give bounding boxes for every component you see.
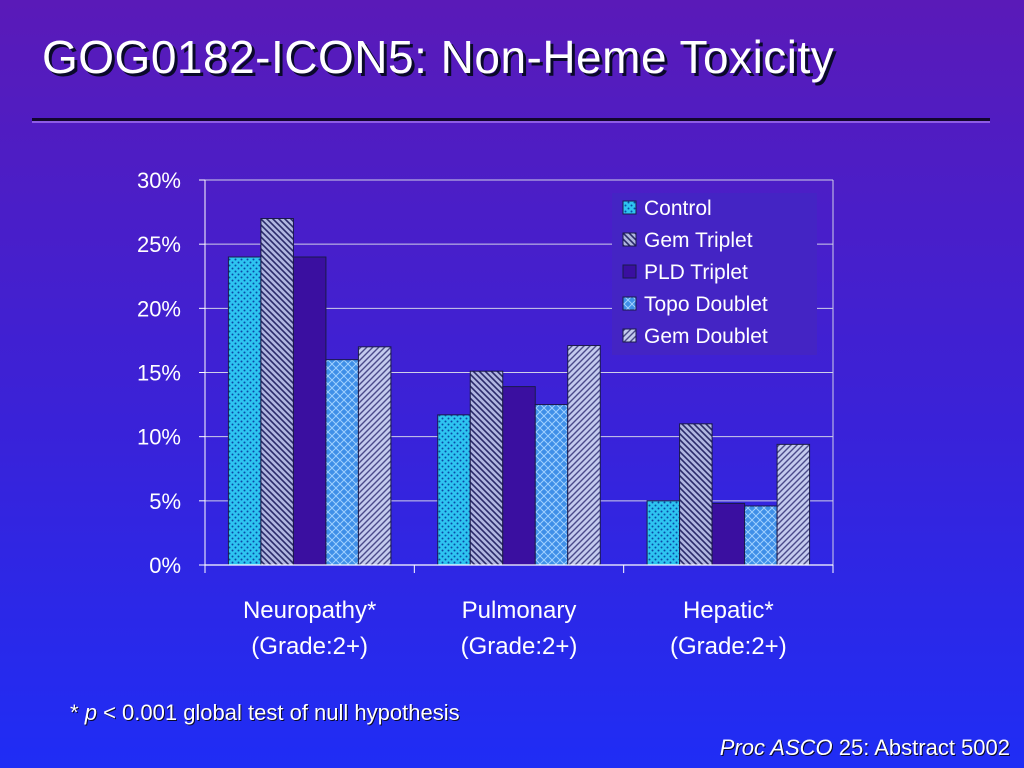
legend-label: Gem Triplet: [644, 229, 753, 252]
y-tick-label: 10%: [137, 425, 181, 450]
footnote-star: *: [70, 700, 79, 725]
legend-swatch: [622, 264, 637, 279]
y-axis: 0% 5% 10% 15% 20% 25% 30%: [137, 168, 206, 578]
bar-gem-triplet: [679, 423, 713, 566]
source-journal: Proc ASCO: [719, 735, 833, 760]
bar-gem-triplet: [469, 370, 504, 566]
bar-gem-doublet: [567, 345, 601, 566]
y-tick-label: 30%: [137, 168, 181, 193]
x-category-label: (Grade:2+): [461, 633, 578, 660]
legend-swatch: [622, 200, 637, 215]
bar-gem-triplet: [260, 218, 294, 566]
source-citation: Proc ASCO 25: Abstract 5002: [720, 735, 1010, 761]
x-category-label: Hepatic*: [683, 597, 774, 624]
bar-pld-triplet: [502, 386, 536, 566]
x-category-label: Neuropathy*: [243, 597, 376, 624]
bar-topo-doublet: [325, 359, 359, 566]
legend-swatch: [622, 296, 637, 311]
footnote: * p < 0.001 global test of null hypothes…: [70, 700, 460, 726]
y-tick-label: 20%: [137, 296, 181, 321]
bar-gem-doublet: [357, 346, 392, 566]
y-tick-label: 15%: [137, 361, 181, 386]
x-category-label: Pulmonary: [462, 597, 577, 624]
footnote-p: p: [84, 700, 97, 725]
bar-topo-doublet: [744, 505, 778, 566]
legend: Control Gem Triplet PLD Triplet Topo Double…: [612, 193, 817, 355]
title-rule: [32, 118, 990, 121]
bar-topo-doublet: [534, 404, 569, 566]
x-category-label: (Grade:2+): [670, 633, 787, 660]
legend-swatch: [622, 328, 637, 343]
source-rest: 25: Abstract 5002: [838, 735, 1010, 760]
x-category-label: (Grade:2+): [251, 633, 368, 660]
y-tick-label: 25%: [137, 232, 181, 257]
legend-swatch: [622, 232, 637, 247]
legend-label: Gem Doublet: [644, 325, 768, 348]
bar-control: [437, 414, 471, 566]
bar-gem-doublet: [776, 443, 811, 566]
bars: [227, 218, 811, 566]
bar-pld-triplet: [292, 256, 327, 566]
legend-label: Topo Doublet: [644, 293, 768, 316]
bar-chart: 0% 5% 10% 15% 20% 25% 30% Neuropathy* (Grade:2+…: [137, 168, 834, 660]
footnote-text: < 0.001 global test of null hypothesis: [103, 700, 460, 725]
legend-label: Control: [644, 197, 712, 220]
bar-control: [646, 500, 681, 566]
legend-label: PLD Triplet: [644, 261, 748, 284]
slide-title: GOG0182-ICON5: Non-Heme Toxicity: [42, 31, 835, 83]
bar-control: [227, 256, 262, 566]
legend-box: [612, 193, 817, 355]
x-axis: Neuropathy* (Grade:2+) Pulmonary (Grade:2+)…: [204, 564, 834, 660]
bar-pld-triplet: [711, 502, 746, 566]
y-tick-label: 5%: [149, 489, 181, 514]
y-tick-label: 0%: [149, 553, 181, 578]
